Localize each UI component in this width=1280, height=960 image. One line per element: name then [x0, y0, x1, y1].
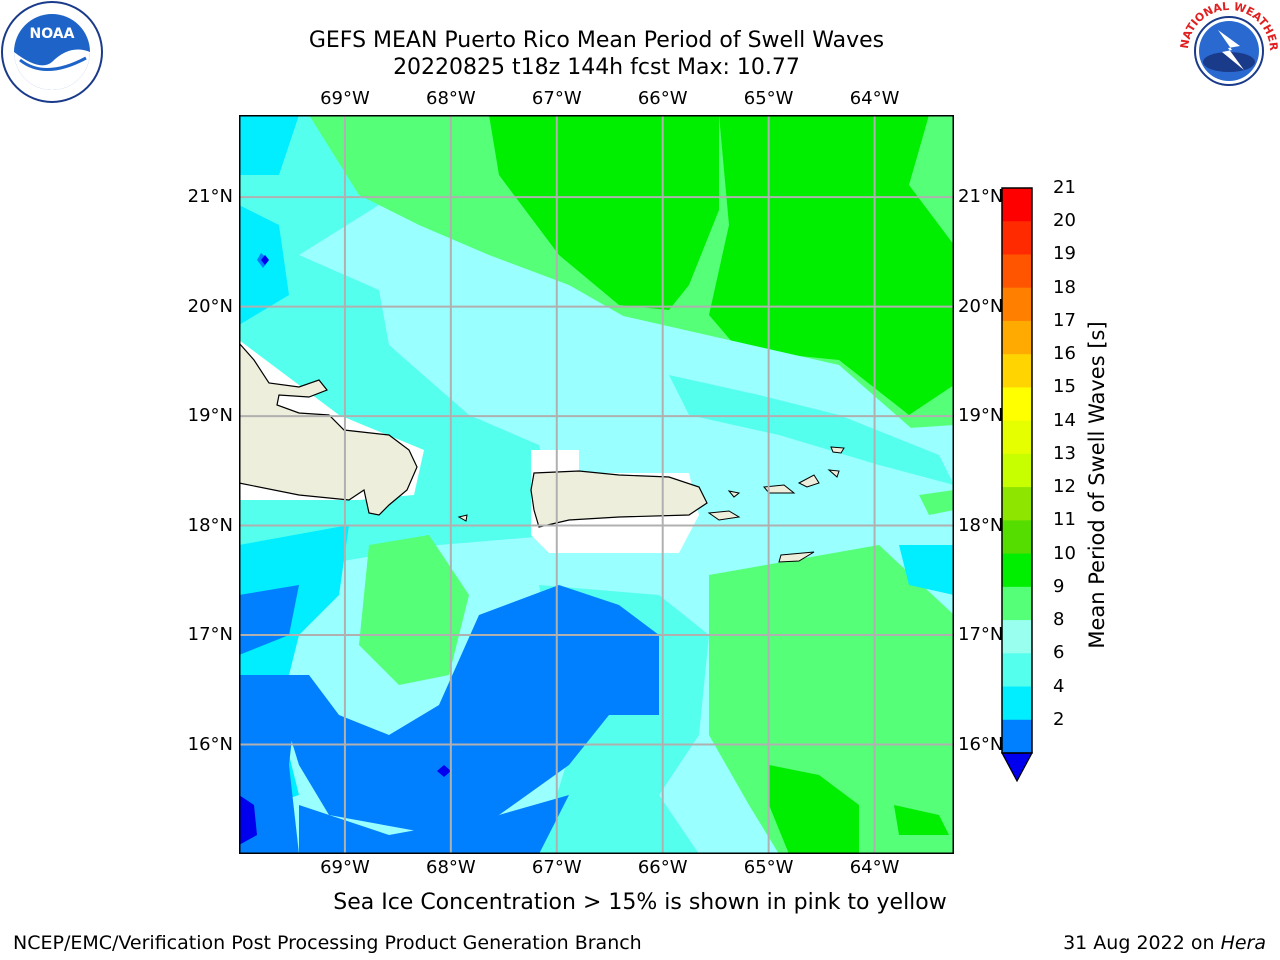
colorbar-tick-label: 17 — [1053, 309, 1076, 331]
colorbar-tick-label: 6 — [1053, 642, 1065, 664]
lat-label-right: 19°N — [958, 405, 1004, 427]
lat-label-right: 16°N — [958, 733, 1004, 755]
colorbar-segment — [1002, 520, 1032, 555]
lat-label-right: 21°N — [958, 186, 1004, 208]
colorbar-segment — [1002, 553, 1032, 588]
lat-label-left: 21°N — [187, 186, 233, 208]
noaa-logo-text: NOAA — [30, 26, 75, 42]
colorbar — [1000, 186, 1040, 786]
swell-field-2s — [239, 795, 257, 845]
swell-field-4s — [239, 585, 299, 655]
colorbar-segment — [1002, 420, 1032, 455]
lat-label-left: 16°N — [187, 733, 233, 755]
colorbar-segment — [1002, 453, 1032, 488]
lon-label-top: 69°W — [320, 88, 370, 109]
colorbar-segment — [1002, 620, 1032, 654]
lat-label-left: 17°N — [187, 624, 233, 646]
lat-label-right: 17°N — [958, 624, 1004, 646]
nws-logo-icon: NATIONAL WEATHER SERVICE — [1174, 0, 1280, 102]
lat-label-left: 18°N — [187, 514, 233, 536]
footer-host: Hera — [1220, 932, 1266, 954]
colorbar-tick-label: 9 — [1053, 575, 1065, 597]
colorbar-segment — [1002, 387, 1032, 422]
colorbar-tick-label: 8 — [1053, 609, 1065, 631]
colorbar-tick-label: 19 — [1053, 243, 1076, 265]
lon-label-top: 65°W — [743, 88, 794, 109]
map-title: GEFS MEAN Puerto Rico Mean Period of Swe… — [308, 28, 885, 53]
lat-label-right: 18°N — [958, 514, 1004, 536]
footer-date: 31 Aug 2022 on Hera — [1063, 932, 1266, 954]
lon-label-top: 66°W — [637, 88, 688, 109]
colorbar-tick-label: 18 — [1053, 276, 1076, 298]
sea-ice-note: Sea Ice Concentration > 15% is shown in … — [333, 890, 947, 915]
colorbar-segment — [1002, 287, 1032, 322]
colorbar-tick-label: 11 — [1053, 509, 1076, 531]
lon-label-bottom: 65°W — [743, 857, 794, 878]
swell-field-11s — [489, 115, 719, 310]
colorbar-segment — [1002, 254, 1032, 289]
map-frame — [239, 115, 954, 854]
footer-branch: NCEP/EMC/Verification Post Processing Pr… — [13, 932, 642, 954]
colorbar-segment — [1002, 586, 1032, 621]
colorbar-frame — [1001, 187, 1033, 754]
lon-label-bottom: 67°W — [531, 857, 582, 878]
colorbar-label: Mean Period of Swell Waves [s] — [1085, 321, 1109, 649]
colorbar-tick-label: 2 — [1053, 708, 1065, 730]
lat-label-left: 20°N — [187, 295, 233, 317]
lon-label-top: 68°W — [425, 88, 476, 109]
lon-label-top: 67°W — [531, 88, 582, 109]
colorbar-tick-label: 21 — [1053, 177, 1076, 198]
colorbar-extend-arrow — [1000, 752, 1034, 783]
colorbar-tick-label: 16 — [1053, 343, 1076, 365]
noaa-logo-icon: NOAA — [0, 0, 104, 104]
lat-label-left: 19°N — [187, 405, 233, 427]
colorbar-segment — [1002, 653, 1032, 688]
lon-label-bottom: 68°W — [425, 857, 476, 878]
lon-label-top: 64°W — [849, 88, 900, 109]
colorbar-segment — [1002, 188, 1032, 222]
colorbar-segment — [1002, 320, 1032, 355]
colorbar-segment — [1002, 686, 1032, 721]
colorbar-segment — [1002, 719, 1032, 754]
lon-label-bottom: 66°W — [637, 857, 688, 878]
lon-label-bottom: 64°W — [849, 857, 900, 878]
colorbar-segment — [1002, 354, 1032, 388]
colorbar-segment — [1002, 221, 1032, 255]
colorbar-tick-label: 10 — [1053, 542, 1076, 564]
map-panel — [238, 115, 954, 854]
colorbar-tick-label: 4 — [1053, 675, 1065, 697]
colorbar-tick-label: 12 — [1053, 476, 1076, 498]
lon-label-bottom: 69°W — [320, 857, 370, 878]
lat-label-right: 20°N — [958, 295, 1004, 317]
colorbar-tick-label: 13 — [1053, 442, 1076, 464]
colorbar-tick-label: 14 — [1053, 409, 1076, 431]
map-subtitle: 20220825 t18z 144h fcst Max: 10.77 — [393, 55, 800, 80]
colorbar-segment — [1002, 487, 1032, 521]
land-hispaniola — [238, 341, 418, 516]
colorbar-tick-label: 15 — [1053, 376, 1076, 398]
colorbar-tick-label: 20 — [1053, 210, 1076, 232]
